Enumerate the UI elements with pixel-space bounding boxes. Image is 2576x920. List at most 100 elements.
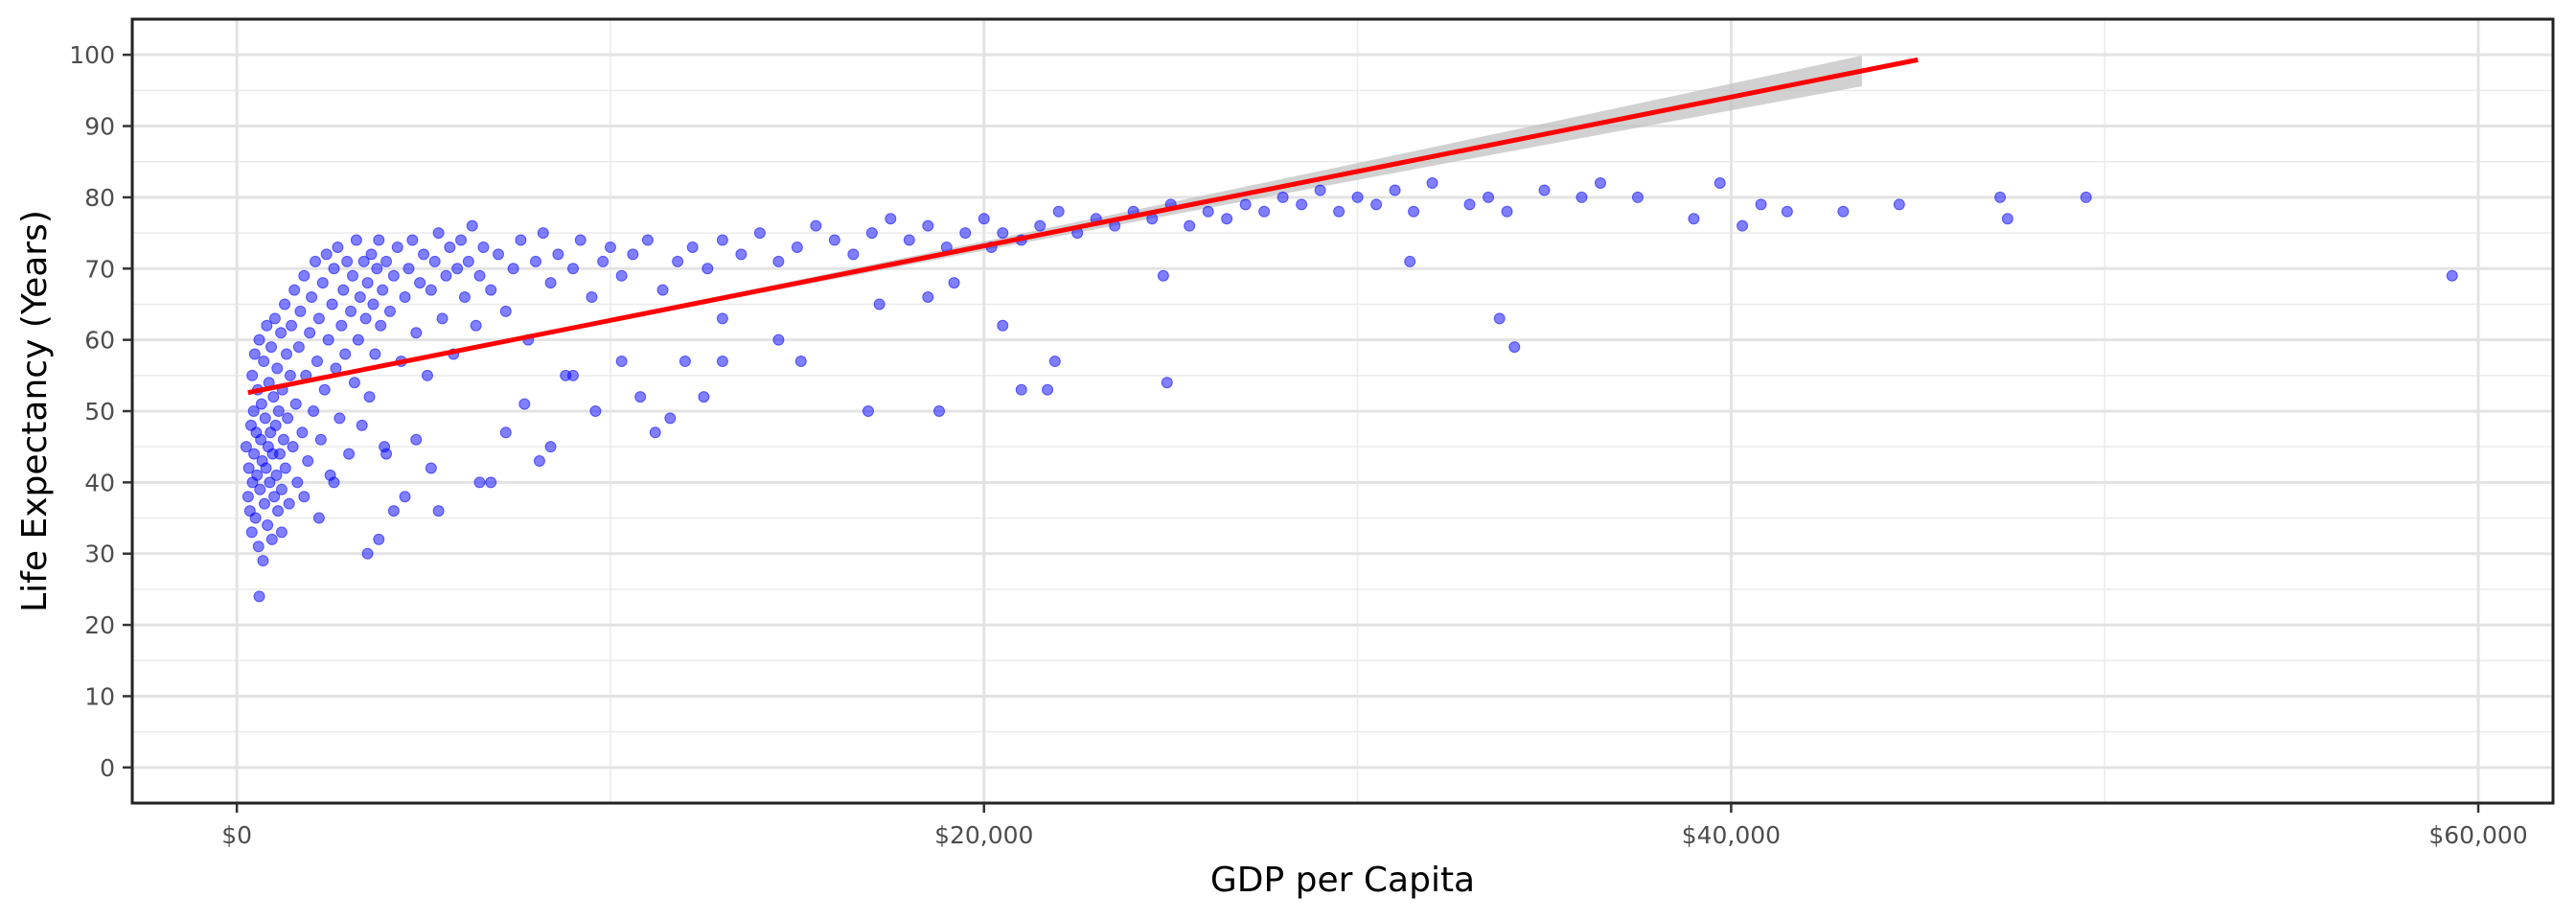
data-point — [268, 491, 281, 503]
data-point — [302, 455, 314, 468]
data-point — [269, 419, 282, 431]
x-axis-ticks: $0 $20,000 $40,000 $60,000 — [221, 803, 2528, 849]
data-point — [272, 505, 285, 518]
data-point — [346, 269, 358, 282]
data-point — [1594, 177, 1606, 190]
data-point — [716, 355, 728, 367]
data-point — [1221, 213, 1233, 225]
data-point — [716, 312, 728, 325]
data-point — [332, 241, 344, 253]
data-point — [363, 391, 376, 403]
data-point — [1258, 205, 1271, 218]
data-point — [922, 219, 934, 232]
data-point — [544, 277, 557, 289]
data-point — [533, 455, 545, 468]
y-tick-label: 70 — [84, 255, 115, 283]
data-point — [341, 255, 354, 267]
data-point — [1781, 205, 1793, 218]
data-point — [380, 255, 393, 267]
data-point — [288, 284, 301, 296]
data-point — [345, 305, 357, 317]
y-tick-label: 60 — [84, 327, 115, 355]
data-point — [1493, 312, 1506, 325]
data-point — [436, 312, 448, 325]
data-point — [586, 291, 598, 304]
data-point — [306, 291, 318, 304]
y-tick-label: 90 — [84, 113, 115, 141]
data-point — [1714, 177, 1726, 190]
data-point — [265, 533, 278, 545]
data-point — [350, 234, 362, 246]
data-point — [258, 355, 270, 367]
data-point — [828, 234, 840, 246]
data-point — [292, 341, 305, 354]
data-point — [444, 241, 456, 253]
data-point — [1893, 198, 1905, 211]
data-point — [240, 441, 252, 453]
data-point — [421, 369, 433, 381]
y-tick-label: 100 — [69, 41, 115, 69]
data-point — [1408, 205, 1420, 218]
data-point — [289, 398, 302, 410]
data-point — [552, 248, 564, 261]
data-point — [410, 433, 423, 446]
data-point — [304, 327, 316, 339]
data-point — [794, 355, 807, 367]
data-point — [537, 227, 549, 240]
y-tick-label: 50 — [84, 398, 115, 426]
data-point — [702, 263, 714, 275]
data-point — [627, 248, 639, 261]
data-points — [240, 177, 2458, 603]
data-point — [282, 412, 294, 425]
data-point — [271, 362, 284, 375]
data-point — [862, 405, 874, 417]
data-point — [698, 391, 710, 403]
data-point — [473, 476, 486, 489]
data-point — [470, 319, 482, 332]
y-tick-label: 20 — [84, 611, 115, 639]
data-point — [406, 234, 419, 246]
data-point — [414, 277, 426, 289]
data-point — [634, 391, 647, 403]
data-point — [359, 312, 372, 325]
data-point — [279, 462, 291, 474]
data-point — [1837, 205, 1850, 218]
data-point — [1351, 191, 1364, 203]
data-point — [365, 248, 378, 261]
x-axis-title: GDP per Capita — [1210, 861, 1475, 900]
data-point — [574, 234, 586, 246]
data-point — [1501, 205, 1513, 218]
data-point — [530, 255, 541, 267]
data-point — [656, 284, 669, 296]
data-point — [356, 419, 368, 431]
data-point — [314, 433, 327, 446]
data-point — [772, 255, 785, 267]
data-point — [1333, 205, 1346, 218]
data-point — [615, 269, 628, 282]
data-point — [373, 234, 385, 246]
data-point — [1483, 191, 1495, 203]
data-point — [284, 369, 296, 381]
data-point — [873, 298, 886, 310]
y-tick-label: 0 — [100, 754, 115, 782]
data-point — [933, 405, 945, 417]
data-point — [455, 234, 468, 246]
data-point — [257, 555, 269, 567]
data-point — [922, 291, 934, 304]
data-point — [334, 412, 346, 425]
x-tick-label: $40,000 — [1682, 821, 1781, 849]
data-point — [865, 227, 878, 240]
data-point — [1184, 219, 1196, 232]
data-point — [280, 348, 292, 360]
data-point — [286, 319, 298, 332]
data-point — [399, 291, 411, 304]
data-point — [432, 227, 445, 240]
data-point — [1052, 205, 1065, 218]
data-point — [451, 263, 464, 275]
data-point — [308, 405, 320, 417]
data-point — [298, 269, 310, 282]
data-point — [507, 263, 519, 275]
data-point — [604, 241, 616, 253]
x-tick-label: $0 — [221, 821, 252, 849]
